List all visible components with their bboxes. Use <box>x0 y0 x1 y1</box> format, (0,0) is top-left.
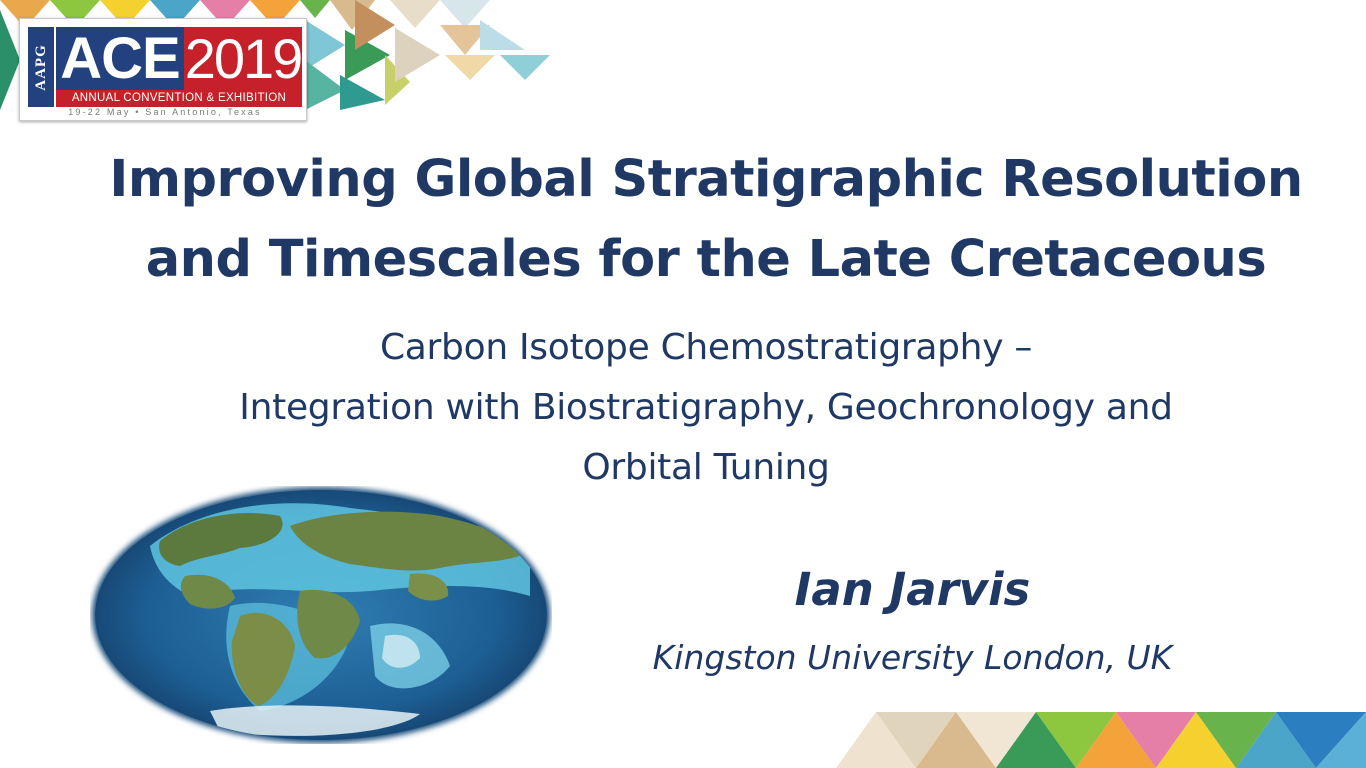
author-name: Ian Jarvis <box>794 563 1031 616</box>
slide-subtitle-line-3: Orbital Tuning <box>582 447 830 488</box>
slide-title-line-1: Improving Global Stratigraphic Resolutio… <box>109 150 1303 209</box>
slide-subtitle-line-2: Integration with Biostratigraphy, Geochr… <box>239 387 1173 428</box>
slide-subtitle-line-1: Carbon Isotope Chemostratigraphy – <box>379 327 1033 368</box>
author-affiliation: Kingston University London, UK <box>652 638 1173 677</box>
paleogeographic-globe-image <box>92 487 550 743</box>
logo-event: ACE <box>56 27 184 90</box>
logo-year: 2019 <box>184 27 303 90</box>
slide-subtitle: Carbon Isotope Chemostratigraphy – Integ… <box>130 318 1282 498</box>
logo-org-badge: AAPG <box>28 27 54 107</box>
decorative-triangle-band-bottom <box>836 712 1366 768</box>
logo-subtitle: ANNUAL CONVENTION & EXHIBITION <box>56 90 302 107</box>
conference-logo: AAPG ACE 2019 ANNUAL CONVENTION & EXHIBI… <box>19 18 307 121</box>
logo-org-text: AAPG <box>32 43 49 91</box>
decorative-triangle-band-top <box>0 0 550 110</box>
slide-title-line-2: and Timescales for the Late Cretaceous <box>145 230 1267 289</box>
logo-dates: 19-22 May • San Antonio, Texas <box>68 107 262 117</box>
slide-title: Improving Global Stratigraphic Resolutio… <box>60 140 1352 300</box>
